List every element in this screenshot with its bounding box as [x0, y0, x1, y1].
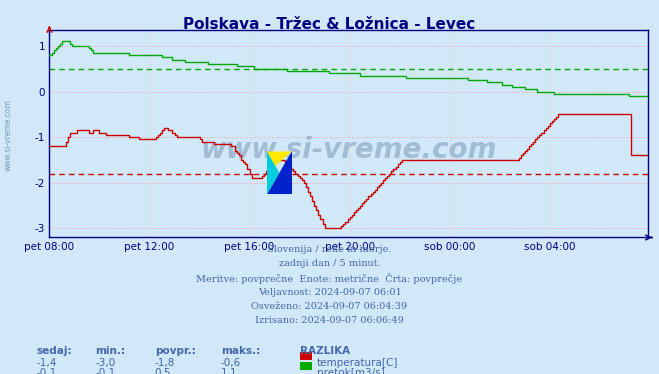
Text: sedaj:: sedaj: [36, 346, 72, 356]
Text: RAZLIKA: RAZLIKA [300, 346, 350, 356]
Text: -0,1: -0,1 [36, 368, 57, 374]
Text: -3,0: -3,0 [96, 358, 116, 368]
Text: -1,4: -1,4 [36, 358, 57, 368]
Text: min.:: min.: [96, 346, 126, 356]
Polygon shape [267, 151, 292, 194]
Text: maks.:: maks.: [221, 346, 260, 356]
Text: Veljavnost: 2024-09-07 06:01: Veljavnost: 2024-09-07 06:01 [258, 288, 401, 297]
Text: -0,6: -0,6 [221, 358, 241, 368]
Text: pretok[m3/s]: pretok[m3/s] [317, 368, 385, 374]
Text: 0,5: 0,5 [155, 368, 171, 374]
Text: Osveženo: 2024-09-07 06:04:39: Osveženo: 2024-09-07 06:04:39 [252, 302, 407, 311]
Polygon shape [267, 151, 279, 194]
Text: Meritve: povprečne  Enote: metrične  Črta: povprečje: Meritve: povprečne Enote: metrične Črta:… [196, 273, 463, 284]
Text: Izrisano: 2024-09-07 06:06:49: Izrisano: 2024-09-07 06:06:49 [255, 316, 404, 325]
Text: Slovenija / reke in morje.: Slovenija / reke in morje. [268, 245, 391, 254]
Text: -0,1: -0,1 [96, 368, 116, 374]
Text: Polskava - Tržec & Ložnica - Levec: Polskava - Tržec & Ložnica - Levec [183, 17, 476, 32]
Text: povpr.:: povpr.: [155, 346, 196, 356]
Text: www.si-vreme.com: www.si-vreme.com [200, 136, 497, 164]
Polygon shape [267, 151, 292, 173]
Text: www.si-vreme.com: www.si-vreme.com [3, 99, 13, 171]
Text: zadnji dan / 5 minut.: zadnji dan / 5 minut. [279, 259, 380, 268]
Text: 1,1: 1,1 [221, 368, 237, 374]
Text: temperatura[C]: temperatura[C] [317, 358, 399, 368]
Text: -1,8: -1,8 [155, 358, 175, 368]
